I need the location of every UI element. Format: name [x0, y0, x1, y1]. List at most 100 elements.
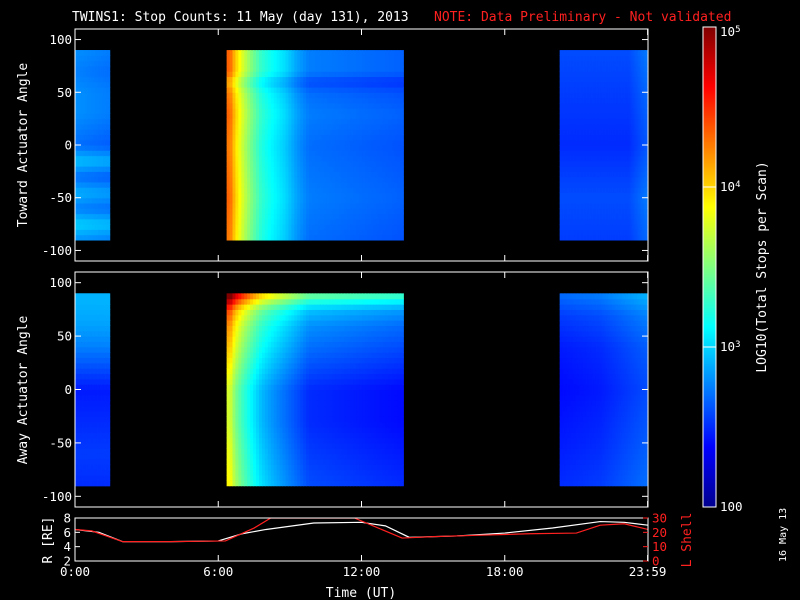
toward-heat-cell	[344, 160, 348, 167]
toward-heat-cell	[367, 145, 372, 151]
toward-heat-cell	[250, 197, 254, 204]
toward-heat-cell	[253, 218, 257, 225]
toward-heat-cell	[303, 187, 307, 194]
toward-heat-cell	[238, 113, 242, 120]
toward-heat-cell	[309, 139, 313, 146]
toward-heat-cell	[568, 160, 571, 167]
toward-heat-cell	[300, 150, 304, 157]
toward-heat-cell	[365, 134, 369, 141]
toward-heat-cell	[582, 145, 585, 151]
toward-heat-cell	[303, 208, 307, 215]
toward-heat-cell	[300, 50, 304, 56]
toward-heat-cell	[577, 134, 580, 141]
toward-heat-cell	[373, 229, 378, 236]
toward-heat-cell	[564, 224, 567, 230]
toward-heat-cell	[279, 192, 284, 199]
toward-heat-cell	[566, 176, 569, 183]
toward-heat-cell	[282, 145, 287, 151]
toward-heat-cell	[270, 155, 275, 162]
toward-heat-cell	[394, 134, 398, 141]
toward-heat-cell	[561, 145, 564, 151]
toward-heat-cell	[317, 129, 322, 136]
toward-heat-cell	[309, 81, 313, 88]
toward-heat-cell	[367, 234, 372, 241]
toward-heat-cell	[400, 145, 404, 151]
toward-heat-cell	[309, 60, 313, 67]
toward-heat-cell	[317, 108, 322, 114]
toward-heat-cell	[314, 176, 319, 183]
toward-heat-cell	[359, 123, 363, 130]
toward-heat-cell	[561, 192, 564, 199]
toward-heat-cell	[303, 81, 307, 88]
toward-heat-cell	[253, 102, 257, 109]
toward-heat-cell	[294, 134, 298, 141]
toward-heat-cell	[574, 134, 577, 141]
toward-heat-cell	[261, 134, 266, 141]
toward-heat-cell	[241, 76, 245, 83]
toward-heat-cell	[578, 134, 581, 141]
toward-heat-cell	[367, 171, 372, 178]
toward-heat-cell	[312, 224, 316, 230]
toward-heat-cell	[109, 218, 111, 225]
toward-heat-cell	[250, 181, 254, 188]
toward-heat-cell	[359, 55, 363, 62]
toward-heat-cell	[300, 234, 304, 241]
toward-heat-cell	[309, 87, 313, 93]
toward-heat-cell	[385, 108, 390, 114]
toward-heat-cell	[320, 224, 325, 230]
toward-heat-cell	[291, 50, 295, 56]
toward-heat-cell	[347, 155, 351, 162]
toward-heat-cell	[367, 71, 372, 78]
toward-heat-cell	[564, 171, 567, 178]
toward-heat-cell	[582, 187, 585, 194]
toward-heat-cell	[350, 129, 354, 136]
toward-heat-cell	[564, 129, 567, 136]
toward-heat-cell	[344, 187, 348, 194]
toward-heat-cell	[291, 166, 295, 172]
toward-heat-cell	[373, 192, 378, 199]
toward-heat-cell	[314, 213, 319, 220]
toward-heat-cell	[391, 203, 396, 209]
toward-heat-cell	[347, 123, 351, 130]
toward-heat-cell	[359, 102, 363, 109]
toward-heat-cell	[397, 55, 401, 62]
toward-heat-cell	[400, 150, 404, 157]
toward-heat-cell	[379, 213, 384, 220]
toward-heat-cell	[303, 92, 307, 99]
toward-heat-cell	[565, 176, 568, 183]
toward-heat-cell	[338, 166, 343, 172]
toward-heat-cell	[564, 166, 567, 172]
toward-heat-cell	[282, 192, 287, 199]
toward-heat-cell	[276, 160, 281, 167]
toward-heat-cell	[303, 129, 307, 136]
toward-heat-cell	[232, 208, 237, 215]
toward-heat-cell	[285, 102, 290, 109]
toward-heat-cell	[565, 181, 568, 188]
toward-heat-cell	[561, 160, 564, 167]
toward-heat-cell	[276, 92, 281, 99]
toward-heat-cell	[288, 97, 292, 104]
toward-heat-cell	[264, 171, 269, 178]
toward-heat-cell	[344, 145, 348, 151]
toward-heat-cell	[259, 71, 263, 78]
toward-heat-cell	[317, 60, 322, 67]
toward-heat-cell	[317, 150, 322, 157]
toward-heat-cell	[235, 160, 239, 167]
toward-heat-cell	[362, 71, 366, 78]
toward-heat-cell	[564, 229, 567, 236]
toward-heat-cell	[306, 208, 310, 215]
toward-heat-cell	[566, 97, 569, 104]
toward-heat-cell	[247, 123, 251, 130]
toward-heat-cell	[577, 71, 580, 78]
toward-heat-cell	[279, 176, 284, 183]
toward-heat-cell	[347, 87, 351, 93]
toward-heat-cell	[306, 234, 310, 241]
toward-heat-cell	[314, 113, 319, 120]
toward-heat-cell	[109, 166, 111, 172]
toward-heat-cell	[285, 87, 290, 93]
toward-heat-cell	[571, 65, 574, 72]
toward-heat-cell	[288, 234, 292, 241]
toward-heat-cell	[314, 65, 319, 72]
toward-heat-cell	[244, 71, 248, 78]
toward-heat-cell	[566, 50, 569, 56]
